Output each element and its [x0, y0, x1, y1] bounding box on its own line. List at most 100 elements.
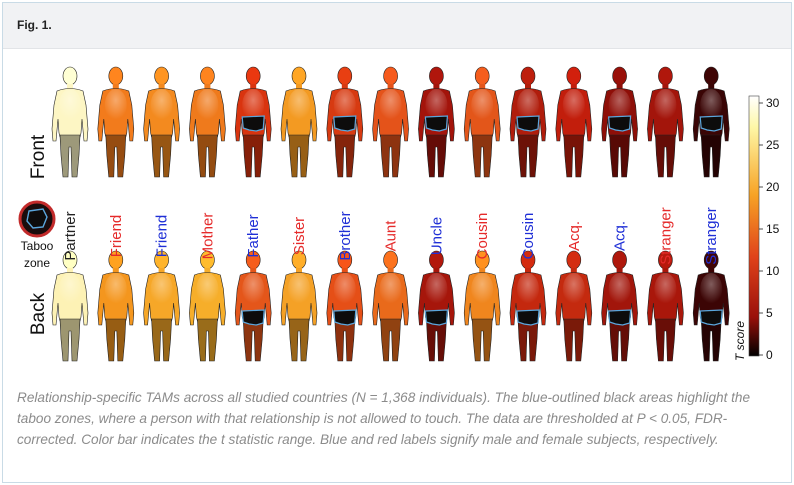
taboo-zone [333, 115, 357, 132]
body-front-12 [555, 66, 593, 178]
colorbar-scale [748, 95, 760, 357]
legs-shape [609, 134, 630, 178]
body-front-2 [97, 66, 135, 178]
body-front-13 [601, 66, 638, 178]
neck-shape [708, 84, 715, 89]
neck-shape [616, 84, 623, 89]
body-front-11 [509, 66, 547, 178]
head-shape [383, 250, 398, 270]
body-highlight [700, 273, 723, 305]
relationship-label-8: Aunt [383, 220, 400, 252]
relationship-label-10: Cousin [474, 213, 491, 260]
legs-shape [197, 134, 218, 178]
colorbar-tick-label: 0 [766, 348, 773, 362]
neck-shape [387, 84, 394, 89]
head-shape [520, 66, 536, 86]
legs-shape [105, 318, 127, 362]
legs-shape [700, 318, 722, 362]
colorbar-tick-label: 10 [766, 264, 780, 278]
body-highlight [517, 89, 539, 121]
neck-shape [250, 268, 257, 273]
neck-shape [112, 268, 119, 273]
relationship-label-7: Brother [337, 211, 354, 260]
neck-shape [662, 84, 669, 89]
body-highlight [379, 273, 402, 305]
body-highlight [608, 89, 631, 121]
neck-shape [479, 84, 486, 89]
legs-shape [517, 134, 539, 178]
colorbar-title: T score [733, 321, 747, 361]
body-back-13 [601, 250, 638, 362]
colorbar-tick-label: 5 [766, 306, 773, 320]
legs-shape [426, 134, 447, 178]
head-shape [200, 66, 215, 86]
taboo-zone [699, 309, 723, 326]
body-highlight [700, 89, 723, 121]
neck-shape [112, 84, 119, 89]
body-front-6 [280, 66, 318, 178]
legs-shape [380, 318, 401, 362]
neck-shape [296, 268, 302, 273]
neck-shape [204, 268, 211, 273]
neck-shape [570, 268, 577, 273]
head-shape [62, 66, 78, 86]
body-front-7 [326, 66, 364, 178]
legs-shape [700, 134, 722, 178]
body-front-14 [647, 66, 684, 178]
relationship-label-4: Mother [199, 213, 216, 260]
body-back-1 [51, 250, 89, 362]
legs-shape [105, 134, 127, 178]
legs-shape [334, 318, 356, 362]
head-shape [383, 66, 398, 86]
head-shape [337, 66, 353, 86]
legs-shape [655, 318, 676, 362]
body-highlight [425, 89, 448, 121]
neck-shape [250, 84, 257, 89]
body-front-9 [418, 66, 455, 178]
neck-shape [341, 84, 348, 89]
relationship-label-3: Friend [154, 215, 171, 258]
neck-shape [341, 268, 348, 273]
legs-shape [426, 318, 447, 362]
legs-shape [288, 318, 310, 362]
body-back-14 [647, 250, 684, 362]
neck-shape [67, 268, 73, 273]
body-back-9 [418, 250, 455, 362]
legs-shape [242, 134, 264, 178]
neck-shape [479, 268, 486, 273]
head-shape [291, 66, 307, 86]
body-back-2 [97, 250, 135, 362]
body-map-figure: Front Back Partner Friend Friend Mother Fath… [18, 66, 780, 362]
taboo-zone [424, 309, 449, 326]
neck-shape [158, 268, 165, 273]
head-shape [612, 66, 627, 86]
body-front-4 [189, 66, 226, 178]
legs-shape [151, 318, 172, 362]
body-front-1 [51, 66, 89, 178]
body-highlight [196, 273, 219, 305]
taboo-zone-swatch-outline [26, 208, 48, 229]
body-front-8 [372, 66, 409, 178]
taboo-zone [607, 115, 632, 132]
body-back-10 [463, 250, 501, 362]
head-shape [245, 66, 261, 86]
neck-shape [433, 268, 440, 273]
legs-shape [197, 318, 218, 362]
neck-shape [158, 84, 165, 89]
body-highlight [196, 89, 219, 121]
taboo-zone [241, 309, 265, 326]
colorbar-tick-label: 20 [766, 180, 780, 194]
body-front-15 [692, 66, 730, 178]
body-back-15 [692, 250, 730, 362]
neck-shape [67, 84, 73, 89]
body-highlight [242, 89, 265, 121]
body-highlight [425, 273, 448, 305]
neck-shape [525, 268, 531, 273]
relationship-labels: Partner Friend Friend Mother Father Sister Bro… [62, 207, 720, 265]
taboo-zone [516, 115, 540, 132]
head-shape [658, 66, 673, 86]
body-highlight [562, 89, 585, 121]
body-highlight [59, 89, 81, 121]
body-front-10 [463, 66, 501, 178]
